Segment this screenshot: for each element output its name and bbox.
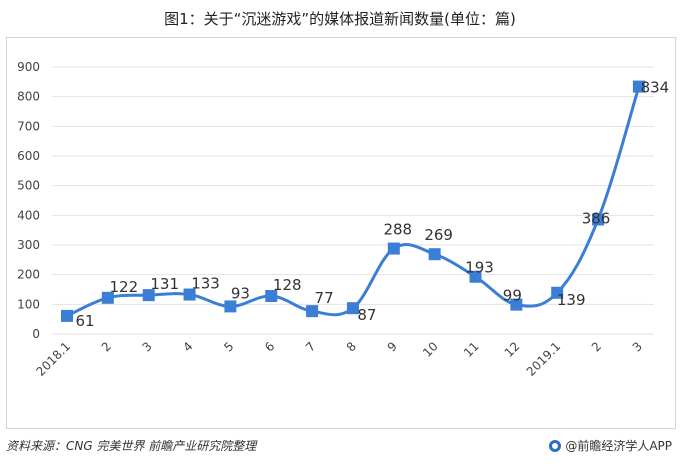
y-tick-label: 300 — [17, 238, 40, 252]
y-tick-label: 400 — [17, 208, 40, 222]
y-tick-label: 800 — [17, 90, 40, 104]
y-axis: 0 100 200 300 400 500 600 700 800 900 — [17, 60, 40, 341]
data-marker — [101, 291, 114, 304]
line-chart: 0 100 200 300 400 500 600 700 800 900 2018.1 2 3 4 5 6… — [17, 60, 669, 379]
data-label: 61 — [75, 312, 94, 330]
data-label: 93 — [231, 284, 250, 302]
data-marker — [265, 290, 278, 303]
y-tick-label: 900 — [17, 60, 40, 74]
markers — [61, 80, 645, 322]
data-label: 288 — [383, 221, 412, 239]
data-label: 122 — [110, 278, 139, 296]
x-tick-label: 2 — [99, 339, 114, 354]
data-label: 386 — [582, 209, 611, 227]
x-tick-label: 11 — [461, 339, 482, 360]
chart-title: 图1：关于“沉迷游戏”的媒体报道新闻数量(单位：篇) — [164, 10, 516, 28]
data-marker — [61, 309, 73, 322]
x-tick-label: 8 — [344, 339, 359, 354]
data-marker — [387, 242, 400, 255]
x-tick-label: 6 — [262, 339, 277, 354]
x-tick-label: 2019.1 — [524, 339, 564, 379]
data-marker — [224, 300, 237, 313]
x-tick-label: 10 — [420, 339, 441, 360]
data-marker — [551, 286, 564, 299]
data-label: 77 — [315, 289, 334, 307]
x-tick-label: 9 — [385, 339, 400, 354]
y-tick-label: 100 — [17, 297, 40, 311]
x-tick-label: 4 — [180, 339, 195, 354]
x-tick-label: 2 — [589, 339, 604, 354]
brand-footer: @前瞻经济学人APP — [549, 437, 672, 454]
y-tick-label: 0 — [32, 327, 40, 341]
data-label: 87 — [357, 306, 376, 324]
y-tick-label: 700 — [17, 119, 40, 133]
x-tick-label: 3 — [630, 339, 645, 354]
y-tick-label: 500 — [17, 179, 40, 193]
data-label: 269 — [424, 226, 453, 244]
x-tick-label: 3 — [140, 339, 155, 354]
x-tick-label: 7 — [303, 339, 318, 354]
data-marker — [346, 302, 359, 315]
chart-frame — [6, 37, 676, 429]
data-marker — [469, 270, 482, 283]
data-label: 128 — [273, 276, 302, 294]
brand-logo-icon — [549, 439, 562, 452]
y-tick-label: 600 — [17, 149, 40, 163]
y-tick-label: 200 — [17, 268, 40, 282]
data-label: 131 — [150, 275, 179, 293]
data-marker — [142, 289, 155, 302]
data-label: 834 — [641, 79, 670, 97]
brand-text: @前瞻经济学人APP — [565, 439, 672, 453]
data-label: 99 — [503, 287, 522, 305]
data-label: 133 — [191, 275, 220, 293]
data-marker — [428, 248, 441, 261]
data-marker — [183, 288, 196, 301]
x-tick-label: 12 — [502, 339, 523, 360]
data-labels: 61 122 131 133 93 128 77 87 288 269 193 99 139 386 834 — [75, 79, 669, 330]
data-marker — [632, 80, 645, 93]
data-marker — [510, 298, 523, 311]
x-tick-label: 5 — [221, 339, 236, 354]
data-label: 139 — [557, 291, 586, 309]
x-tick-label: 2018.1 — [34, 339, 74, 379]
source-note: 资料来源：CNG 完美世界 前瞻产业研究院整理 — [6, 439, 257, 453]
data-label: 193 — [465, 259, 494, 277]
data-marker — [592, 213, 605, 226]
data-marker — [306, 305, 319, 318]
x-axis: 2018.1 2 3 4 5 6 7 8 9 10 11 12 2019.1 2 3 — [34, 339, 645, 379]
